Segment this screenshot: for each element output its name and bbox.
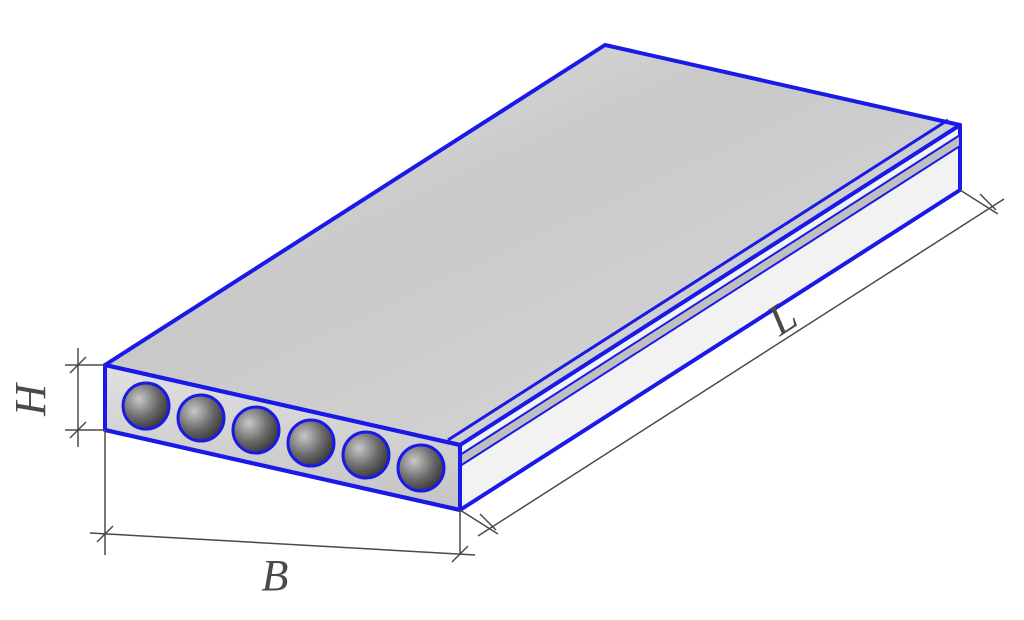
hole-1 — [123, 383, 169, 429]
label-B: B — [262, 551, 289, 600]
hole-6 — [398, 445, 444, 491]
hole-3 — [233, 407, 279, 453]
label-L: L — [758, 291, 806, 346]
label-H: H — [6, 382, 55, 417]
slab-diagram: H B L — [0, 0, 1024, 620]
hole-5 — [343, 432, 389, 478]
hole-2 — [178, 395, 224, 441]
hole-4 — [288, 420, 334, 466]
dim-H — [65, 348, 105, 447]
